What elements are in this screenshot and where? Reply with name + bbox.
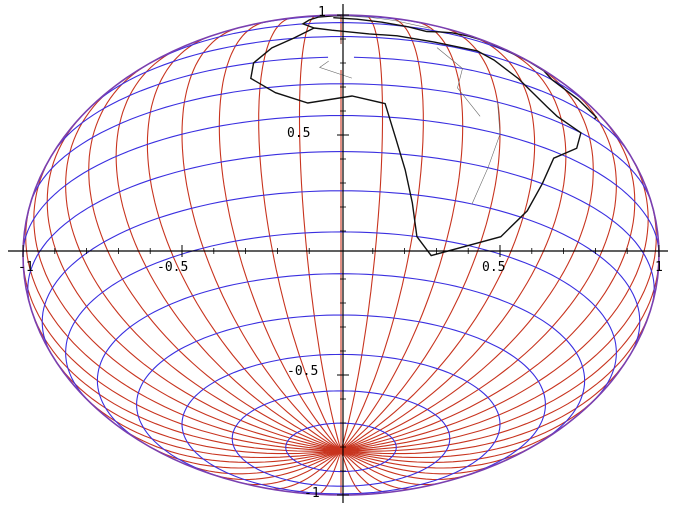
meridian-line: [340, 425, 565, 463]
meridian-line: [340, 203, 657, 451]
meridian-line: [243, 449, 342, 486]
parallel-line: [41, 190, 641, 354]
meridian-line: [340, 313, 650, 452]
country-border: [471, 102, 501, 205]
parallel-line: [136, 314, 546, 482]
parallel-line: [23, 115, 659, 256]
north-pole-hole: [328, 44, 354, 70]
meridian-line: [218, 21, 342, 451]
parallel-line: [148, 22, 534, 65]
parallel-line: [181, 353, 501, 495]
coastline: [333, 17, 598, 120]
meridian-line: [88, 63, 342, 451]
coastline: [250, 27, 582, 257]
country-border: [340, 15, 430, 29]
meridian-line: [340, 87, 617, 451]
meridian-line: [340, 115, 636, 451]
x-tick-label-neg1: -1: [18, 260, 34, 275]
meridian-line: [340, 21, 464, 451]
meridian-line: [340, 254, 659, 451]
meridian-line: [340, 63, 594, 451]
x-tick-label-neg05: -0.5: [157, 260, 188, 275]
meridian-line: [51, 355, 342, 455]
meridian-line: [25, 203, 342, 451]
meridian-line: [115, 47, 342, 451]
meridian-line: [23, 254, 342, 451]
y-tick-label-neg1: -1: [304, 486, 320, 501]
meridian-line: [117, 425, 342, 463]
parallel-line: [65, 231, 617, 403]
y-tick-label-1: 1: [318, 5, 326, 20]
meridian-line: [65, 87, 342, 451]
meridian-line: [184, 449, 342, 475]
parallel-line: [27, 151, 655, 304]
meridian-line: [340, 449, 498, 475]
meridian-line: [317, 450, 342, 495]
meridian-line: [32, 313, 342, 452]
axis-ticks: [22, 14, 660, 496]
y-tick-label-neg05: -0.5: [287, 364, 318, 379]
x-tick-label-05: 0.5: [482, 260, 505, 275]
x-tick-label-1: 1: [655, 260, 663, 275]
meridian-line: [340, 47, 567, 451]
meridian-line: [258, 17, 342, 451]
meridian-line: [146, 35, 342, 451]
parallel-line: [96, 273, 586, 444]
meridian-line: [340, 355, 631, 455]
country-border: [436, 47, 481, 117]
meridian-line: [340, 17, 424, 451]
meridian-line: [46, 115, 342, 451]
meridian-line: [340, 449, 439, 486]
y-tick-label-05: 0.5: [287, 126, 310, 141]
meridian-line: [340, 35, 536, 451]
meridian-line: [340, 450, 365, 495]
parallel-line: [30, 83, 652, 203]
parallel-line: [231, 390, 451, 487]
